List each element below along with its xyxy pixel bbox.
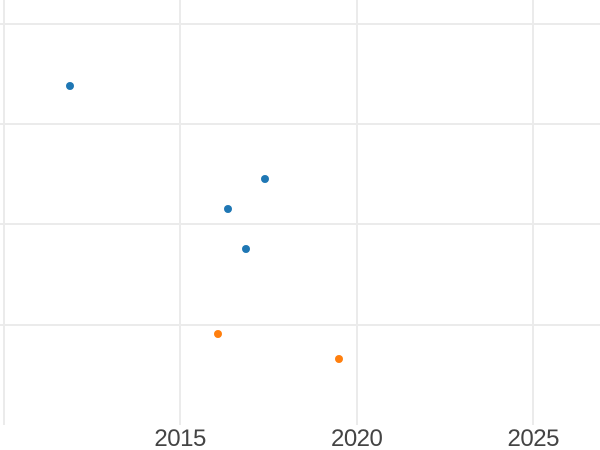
scatter-point-blue[interactable] xyxy=(223,205,232,214)
x-tick-label: 2015 xyxy=(154,425,206,450)
x-tick-label: 2020 xyxy=(330,425,383,450)
y-gridline xyxy=(0,22,600,25)
scatter-point-blue[interactable] xyxy=(66,81,75,90)
scatter-point-blue[interactable] xyxy=(261,175,270,184)
y-gridline xyxy=(0,122,600,125)
scatter-point-orange[interactable] xyxy=(335,354,344,363)
x-gridline xyxy=(2,0,5,425)
x-gridline xyxy=(179,0,182,425)
x-tick-label: 2025 xyxy=(507,425,560,450)
x-gridline xyxy=(532,0,535,425)
x-gridline xyxy=(355,0,358,425)
y-gridline xyxy=(0,323,600,326)
scatter-point-orange[interactable] xyxy=(213,329,222,338)
y-gridline xyxy=(0,223,600,226)
scatter-point-blue[interactable] xyxy=(241,245,250,254)
